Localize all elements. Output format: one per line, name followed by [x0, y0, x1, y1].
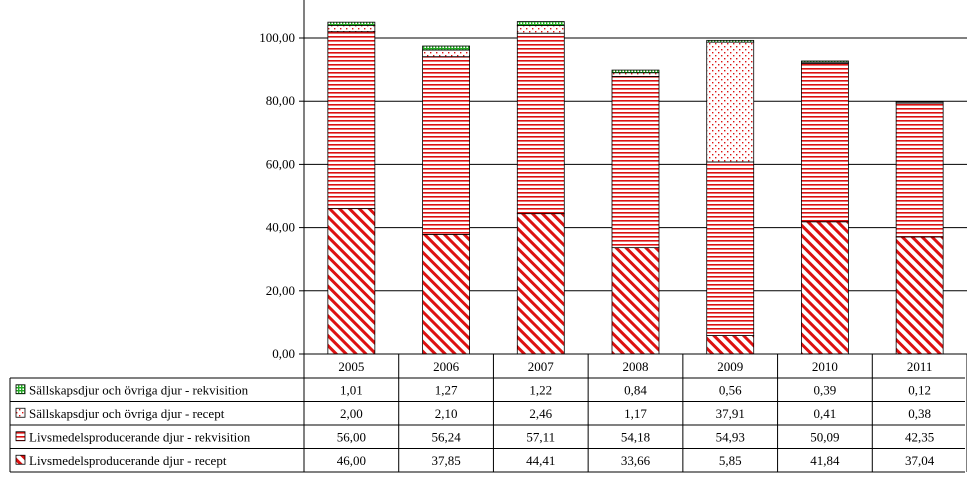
x-category-label: 2010	[812, 359, 838, 374]
x-category-label: 2007	[528, 359, 555, 374]
bar-segment	[327, 31, 376, 210]
legend-swatch	[15, 454, 26, 465]
x-category-label: 2011	[907, 359, 933, 374]
bar-segment	[422, 56, 470, 235]
data-cell: 0,56	[719, 382, 742, 397]
data-cell: 37,91	[716, 406, 745, 421]
bar-segment	[516, 213, 565, 355]
data-cell: 42,35	[905, 429, 934, 444]
bar-stack-2005	[327, 21, 376, 355]
bar-segment	[706, 41, 755, 163]
bar-segment	[706, 161, 755, 336]
data-cell: 1,22	[529, 382, 552, 397]
data-cell: 0,12	[908, 382, 931, 397]
data-cell: 1,01	[340, 382, 363, 397]
bar-segment	[422, 49, 470, 58]
legend-entry: Sällskapsdjur och övriga djur - rekvisit…	[29, 382, 249, 397]
data-cell: 57,11	[526, 429, 555, 444]
data-cell: 54,93	[716, 429, 745, 444]
data-cell: 44,41	[526, 453, 555, 468]
bar-segment	[895, 236, 944, 355]
y-tick-label: 60,00	[266, 156, 295, 171]
data-cell: 41,84	[810, 453, 840, 468]
x-category-label: 2009	[717, 359, 743, 374]
bar-segment	[422, 233, 470, 355]
y-axis-tick-labels: 0,00 20,00 40,00 60,00 80,00 100,00	[259, 30, 295, 361]
y-tick-label: 20,00	[266, 283, 295, 298]
data-cell: 0,41	[814, 406, 837, 421]
bar-segment	[706, 335, 755, 355]
bars	[327, 21, 944, 355]
bar-segment	[801, 60, 849, 63]
data-cell: 56,24	[431, 429, 461, 444]
data-cell: 50,09	[810, 429, 839, 444]
bar-segment	[327, 21, 376, 26]
data-cell: 33,66	[621, 453, 651, 468]
x-category-label: 2005	[338, 359, 364, 374]
bar-segment	[611, 69, 660, 74]
bar-segment	[801, 221, 849, 355]
y-tick-label: 80,00	[266, 93, 295, 108]
bar-stack-2008	[611, 69, 660, 355]
y-tick-label: 40,00	[266, 220, 295, 235]
data-cell: 2,10	[435, 406, 458, 421]
bar-segment	[516, 32, 565, 215]
data-cell: 2,00	[340, 406, 363, 421]
data-table: 2005 2006 2007 2008 2009 2010 2011 Sällskapsdju…	[9, 353, 967, 473]
data-cell: 0,38	[908, 406, 931, 421]
y-tick-label: 0,00	[272, 346, 295, 361]
bar-segment	[327, 208, 376, 355]
bar-stack-2010	[801, 60, 849, 355]
bar-stack-2006	[422, 45, 470, 355]
bar-segment	[611, 72, 660, 77]
data-cell: 56,00	[337, 429, 366, 444]
bar-stack-2009	[706, 39, 755, 355]
data-cell: 0,84	[624, 382, 647, 397]
data-cell: 5,85	[719, 453, 742, 468]
legend-swatch	[15, 431, 26, 442]
legend-entry: Livsmedelsproducerande djur - rekvisitio…	[29, 429, 251, 444]
bar-segment	[327, 24, 376, 33]
x-category-label: 2008	[623, 359, 649, 374]
bar-segment	[516, 25, 565, 34]
bar-segment	[706, 39, 755, 43]
legend-swatch	[15, 407, 26, 418]
x-category-label: 2006	[433, 359, 460, 374]
bar-segment	[801, 63, 849, 223]
bar-segment	[611, 247, 660, 355]
data-cell: 1,17	[624, 406, 647, 421]
data-cell: 54,18	[621, 429, 650, 444]
legend-entry: Livsmedelsproducerande djur - recept	[29, 453, 227, 468]
bar-stack-2011	[895, 101, 944, 355]
legend-swatch	[15, 384, 26, 395]
data-cell: 46,00	[337, 453, 366, 468]
y-tick-label: 100,00	[259, 30, 295, 45]
data-cell: 2,46	[529, 406, 552, 421]
bar-stack-2007	[516, 21, 565, 355]
data-cell: 0,39	[814, 382, 837, 397]
data-cell: 37,85	[431, 453, 460, 468]
bar-segment	[422, 45, 470, 51]
legend-entry: Sällskapsdjur och övriga djur - recept	[29, 406, 225, 421]
bar-segment	[611, 76, 660, 249]
data-cell: 37,04	[905, 453, 935, 468]
data-cell: 1,27	[435, 382, 458, 397]
bar-segment	[516, 21, 565, 26]
bar-segment	[895, 102, 944, 238]
